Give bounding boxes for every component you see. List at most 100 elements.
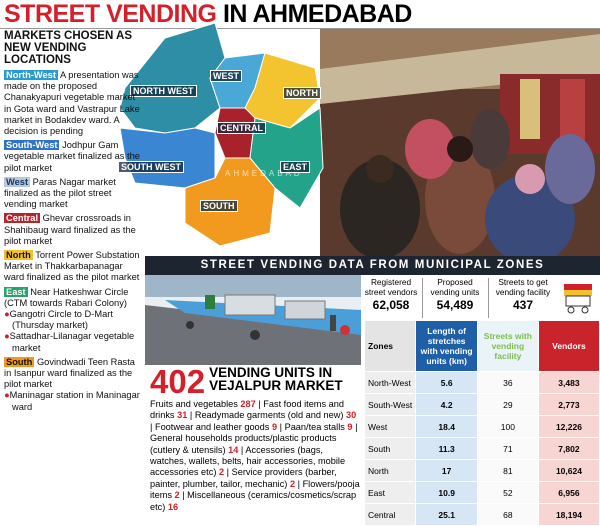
market-item: West Paras Nagar market finalized as the…	[4, 176, 142, 211]
table-cell: 81	[476, 459, 539, 482]
table-row: North 17 81 10,624	[363, 459, 600, 482]
map-zone-label: WEST	[210, 70, 242, 82]
item-count: 2	[218, 467, 225, 478]
market-text: A presentation was made on the proposed …	[4, 70, 140, 137]
table-cell: 25.1	[415, 503, 478, 526]
table-cell: 36	[476, 371, 539, 394]
map-zone-label: SOUTH WEST	[118, 161, 184, 173]
table-row: North-West 5.6 36 3,483	[363, 371, 600, 394]
cart-icon	[564, 284, 592, 314]
map-zone-label: NORTH	[283, 87, 321, 99]
market-text: Ghevar crossroads in Shahibaug ward fina…	[4, 213, 136, 246]
zone-name: North-West	[363, 371, 417, 394]
zone-name: North	[363, 459, 417, 482]
map-zone-label: NORTH WEST	[130, 85, 197, 97]
vejalpur-list: Fruits and vegetables 287 | Fast food it…	[150, 399, 360, 512]
stat: Proposed vending units 54,489	[424, 277, 486, 312]
item-name: Service providers (barber, painter, plum…	[150, 467, 337, 489]
table-cell: 17	[415, 459, 478, 482]
table-cell: 18,194	[537, 503, 600, 526]
market-item: South-West Jodhpur Gam vegetable market …	[4, 140, 142, 174]
market-item: North-West A presentation was made on th…	[4, 70, 142, 137]
table-cell: 71	[476, 437, 539, 460]
item-name: Fast food items and drinks	[150, 399, 344, 421]
vejalpur-count: 402	[150, 363, 206, 400]
column-header: Length of stretches with vending units (…	[415, 320, 478, 372]
table-cell: 4.2	[415, 393, 478, 416]
zone-name: South	[363, 437, 417, 460]
item-name: Flowers/pooja items	[150, 478, 360, 501]
title-rest: IN AHMEDABAD	[222, 0, 412, 28]
zone-name: South-West	[363, 393, 417, 416]
zone-badge: North	[4, 250, 33, 261]
divider	[488, 278, 489, 318]
market-text: Torrent Power Substation Market in Thakk…	[4, 250, 140, 283]
table-cell: 52	[476, 481, 539, 504]
market-text: Near Hatkeshwar Circle (CTM towards Raba…	[4, 286, 129, 308]
section-heading: STREET VENDING DATA FROM MUNICIPAL ZONES	[145, 256, 600, 275]
market-text: Paras Nagar market finalized as the pilo…	[4, 176, 116, 210]
item-count: 9	[347, 421, 353, 432]
stat-value: 62,058	[372, 298, 410, 312]
table-cell: 68	[476, 503, 539, 526]
stat-value: 437	[512, 298, 534, 312]
item-count: 30	[346, 410, 357, 421]
zone-badge: West	[4, 176, 31, 187]
rule	[0, 28, 600, 29]
table-cell: 2,773	[537, 393, 600, 416]
table-cell: 7,802	[537, 437, 600, 460]
market-text: Govindwadi Teen Rasta in Isanpur ward fi…	[4, 356, 135, 390]
stat: Registered street vendors 62,058	[362, 277, 420, 312]
item-count: 16	[167, 501, 179, 512]
divider	[422, 278, 423, 318]
zone-badge: East	[4, 286, 28, 297]
item-name: Miscellaneous (ceramics/cosmetics/scrap …	[150, 490, 357, 512]
vejalpur-heading: VENDING UNITS IN VEJALPUR MARKET	[209, 365, 343, 393]
stat-label: Streets to get vending facility	[495, 277, 551, 297]
market-item: Central Ghevar crossroads in Shahibaug w…	[4, 213, 142, 247]
map-zone-label: SOUTH	[200, 200, 238, 212]
map-zone-label: CENTRAL	[217, 122, 266, 134]
table-row: South 11.3 71 7,802	[363, 437, 600, 460]
item-count: 9	[271, 421, 278, 432]
market-item: East Near Hatkeshwar Circle (CTM towards…	[4, 286, 142, 354]
item-count: 31	[177, 410, 188, 421]
item-name: General households products/plastic prod…	[150, 433, 337, 455]
table-row: East 10.9 52 6,956	[363, 481, 600, 504]
item-count: 287	[240, 399, 256, 409]
market-photo	[320, 29, 600, 256]
item-name: Fruits and vegetables	[150, 399, 238, 409]
title-highlight: STREET VENDING	[4, 0, 217, 28]
item-name: Paan/tea stalls	[284, 421, 345, 432]
zone-badge: South-West	[4, 140, 60, 151]
markets-list: MARKETS CHOSEN AS NEW VENDING LOCATIONS …	[4, 30, 142, 416]
item-count: 2	[289, 478, 296, 489]
market-bullet: Gangotri Circle to D-Mart (Thursday mark…	[4, 309, 142, 331]
item-name: Accessories (bags, watches, wallets, bel…	[150, 444, 346, 478]
zone-name: Central	[363, 503, 417, 526]
markets-heading: MARKETS CHOSEN AS NEW VENDING LOCATIONS	[4, 30, 132, 66]
title: STREET VENDING IN AHMEDABAD	[4, 0, 412, 28]
stat: Streets to get vending facility 437	[490, 277, 556, 312]
table-row: South-West 4.2 29 2,773	[363, 393, 600, 416]
zone-name: East	[363, 481, 417, 504]
table-cell: 10,624	[537, 459, 600, 482]
table-cell: 100	[476, 415, 539, 438]
market-text: Jodhpur Gam vegetable market finalized a…	[4, 140, 140, 173]
market-item: South Govindwadi Teen Rasta in Isanpur w…	[4, 356, 142, 413]
zone-badge: South	[4, 356, 35, 367]
stats-box: Registered street vendors 62,058 Proposed…	[362, 276, 600, 320]
stat-value: 54,489	[436, 298, 474, 312]
item-count: 2	[174, 490, 180, 501]
table-row: West 18.4 100 12,226	[363, 415, 600, 438]
vejalpur-block: 402 VENDING UNITS IN VEJALPUR MARKET Fru…	[150, 363, 360, 513]
zone-badge: North-West	[4, 70, 58, 80]
table-cell: 11.3	[415, 437, 478, 460]
table-cell: 29	[476, 393, 539, 416]
table-row: Central 25.1 68 18,194	[363, 503, 600, 526]
stat-label: Proposed vending units	[430, 277, 480, 297]
column-header: Streets with vending facility	[476, 320, 539, 372]
stat-label: Registered street vendors	[364, 277, 418, 297]
table-cell: 18.4	[415, 415, 478, 438]
market-bullet: Maninagar station in Maninagar ward	[4, 390, 142, 412]
